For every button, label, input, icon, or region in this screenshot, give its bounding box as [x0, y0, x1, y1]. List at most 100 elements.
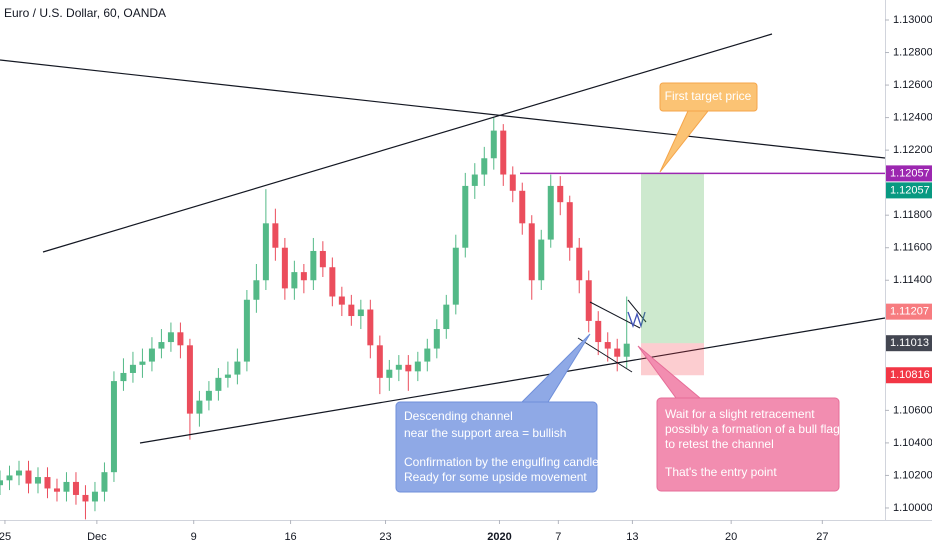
callout-text: Wait for a slight retracement [665, 407, 815, 421]
candle-body [196, 400, 203, 414]
x-tick-label: 27 [816, 531, 828, 543]
candle-body [604, 342, 611, 349]
price-label-box [886, 367, 932, 384]
candle-body [471, 174, 478, 186]
candle-body [519, 190, 526, 224]
candle-body [72, 481, 79, 495]
candle-body [253, 280, 260, 300]
price-label: 1.12057 [890, 167, 930, 179]
candle-body [129, 364, 136, 373]
candle-body [348, 304, 355, 317]
candle-body [224, 374, 231, 378]
candle-body [395, 364, 402, 370]
trend-line [42, 33, 773, 253]
y-tick-label: 1.13000 [893, 14, 932, 26]
candle-body [576, 247, 583, 281]
candle-body [15, 470, 22, 476]
candles [0, 117, 630, 520]
candle-body [481, 158, 488, 175]
callout-text: First target price [665, 89, 752, 103]
candle-body [110, 381, 117, 473]
callout-text: near the support area = bullish [404, 426, 566, 440]
candle-body [205, 390, 212, 401]
price-label: 1.10816 [890, 369, 930, 381]
candle-body [414, 361, 421, 372]
candle-body [338, 296, 345, 305]
x-tick-label: 20 [725, 531, 737, 543]
y-tick-label: 1.10000 [893, 502, 932, 514]
callout-text: to retest the channel [665, 437, 774, 451]
candle-body [0, 480, 3, 486]
support-line [139, 317, 886, 444]
callout-text: possibly a formation of a bull flag [665, 422, 840, 436]
y-tick-label: 1.12800 [893, 46, 932, 58]
y-tick-label: 1.11400 [893, 274, 932, 286]
callout-text: Ready for some upside movement [404, 470, 587, 484]
candle-body [490, 130, 497, 159]
x-tick-label: 13 [626, 531, 638, 543]
candle-body [614, 348, 621, 357]
chart-title: Euro / U.S. Dollar, 60, OANDA [4, 6, 166, 20]
candle-body [167, 332, 174, 343]
price-label-box [886, 165, 932, 182]
candle-body [82, 494, 89, 502]
candle-body [433, 329, 440, 349]
callout-text: Descending channel [404, 409, 513, 423]
x-tick-label: 16 [284, 531, 296, 543]
callout-box [659, 82, 758, 112]
price-label: 1.12057 [890, 184, 930, 196]
candle-body [500, 130, 507, 175]
candle-body [91, 491, 98, 502]
candle-body [452, 247, 459, 305]
channel-line [577, 337, 633, 373]
y-tick-label: 1.10600 [893, 404, 932, 416]
candle-body [139, 361, 146, 365]
candle-body [424, 348, 431, 362]
x-tick-label: 7 [555, 531, 561, 543]
candle-body [585, 280, 592, 321]
candle-body [595, 320, 602, 343]
y-tick-label: 1.12400 [893, 112, 932, 124]
profit-zone [641, 173, 704, 344]
candle-body [623, 343, 630, 357]
candle-body [186, 345, 193, 414]
candle-body [367, 309, 374, 346]
candle-body [243, 299, 250, 362]
candle-body [25, 470, 32, 484]
candle-body [509, 174, 516, 191]
candle-body [272, 223, 279, 248]
candle-body [120, 372, 127, 382]
candle-body [53, 488, 60, 492]
candle-body [310, 250, 317, 281]
callout-text: That's the entry point [665, 465, 777, 479]
x-tick-label: 23 [379, 531, 391, 543]
callout-box [656, 397, 840, 492]
price-label: 1.11013 [890, 337, 929, 349]
price-label-box [886, 335, 932, 352]
candle-body [234, 361, 241, 375]
candle-body [44, 477, 51, 489]
y-tick-label: 1.11800 [893, 209, 932, 221]
candle-body [405, 364, 412, 372]
candle-body [34, 477, 41, 484]
candle-body [329, 267, 336, 297]
candle-body [291, 272, 298, 289]
candle-body [101, 472, 108, 492]
candle-body [300, 272, 307, 281]
candle-body [357, 309, 364, 317]
callout-box [395, 401, 598, 493]
overlay [520, 172, 885, 376]
flag-sketch [627, 311, 646, 329]
candle-body [443, 304, 450, 330]
candle-body [528, 223, 535, 281]
candle-body [462, 185, 469, 248]
candle-body [566, 202, 573, 248]
candle-body [376, 345, 383, 378]
candle-body [386, 369, 393, 378]
x-tick-label: 2020 [487, 531, 511, 543]
candle-body [148, 348, 155, 362]
candle-body [158, 342, 165, 349]
candle-body [319, 250, 326, 268]
y-tick-label: 1.11600 [893, 242, 932, 254]
